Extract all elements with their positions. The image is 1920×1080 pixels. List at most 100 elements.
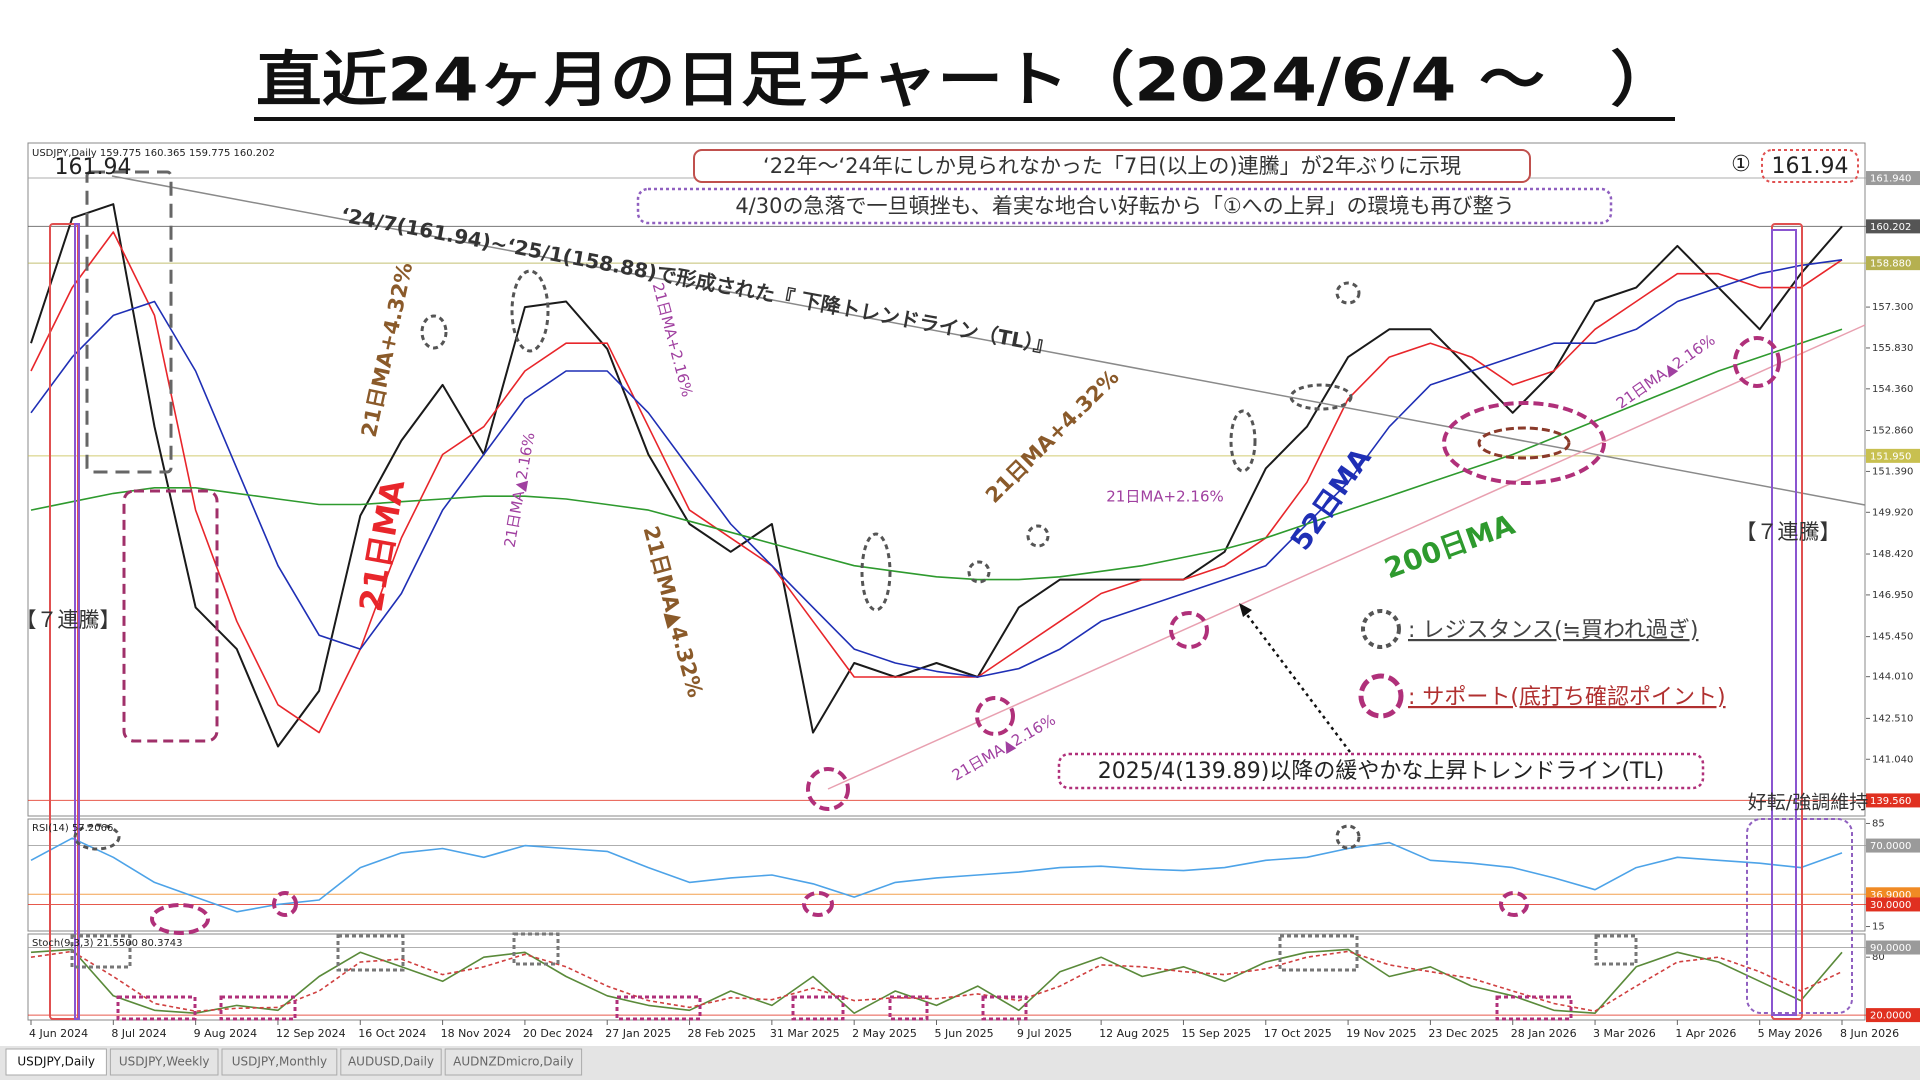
x-tick-label: 19 Nov 2025 <box>1346 1027 1416 1040</box>
band-label: 21日MA+2.16% <box>649 281 697 399</box>
series-line <box>30 259 1843 678</box>
keep-box <box>1746 818 1853 1014</box>
legend-resistance: : レジスタンス(≒買われ過ぎ) <box>1408 618 1699 643</box>
support-mark <box>1442 401 1606 485</box>
streak-label: 【７連騰】 <box>16 608 121 632</box>
x-tick-label: 16 Oct 2024 <box>358 1027 426 1040</box>
stoch-overbought <box>336 934 405 972</box>
tab-label[interactable]: AUDUSD,Daily <box>348 1055 434 1069</box>
stoch-header: Stoch(9,3,3) 21.5500 80.3743 <box>32 938 183 949</box>
level-label: 90.0000 <box>1870 943 1911 954</box>
level-label: 151.950 <box>1870 451 1911 462</box>
x-tick-label: 5 May 2026 <box>1758 1027 1823 1040</box>
ma21-label: 21日MA <box>352 477 413 615</box>
level-label: 36.9000 <box>1870 890 1911 901</box>
tab-label[interactable]: USDJPY,Daily <box>17 1055 95 1069</box>
arrow-head <box>1239 603 1252 617</box>
stoch-panel <box>27 933 1866 1021</box>
level-box <box>1866 256 1920 271</box>
x-tick-label: 28 Feb 2025 <box>688 1027 756 1040</box>
legend-resistance-icon <box>1361 609 1401 649</box>
x-tick-label: 18 Nov 2024 <box>441 1027 511 1040</box>
y-tick-label: 141.040 <box>1872 754 1913 765</box>
keep-label: 好転/強調維持 <box>1748 792 1868 814</box>
tab[interactable] <box>109 1048 219 1076</box>
x-tick-label: 12 Aug 2025 <box>1099 1027 1169 1040</box>
x-tick-label: 15 Sep 2025 <box>1181 1027 1251 1040</box>
second-note: 4/30の急落で一旦頓挫も、着実な地合い好転から「①への上昇」の環境も再び整う <box>735 194 1514 218</box>
tab[interactable] <box>5 1048 107 1076</box>
tab[interactable] <box>221 1048 338 1076</box>
peak-box <box>85 170 173 474</box>
stoch-oversold <box>791 995 845 1021</box>
stoch-oversold <box>219 995 297 1021</box>
tab[interactable] <box>444 1048 583 1076</box>
x-tick-label: 27 Jan 2025 <box>605 1027 671 1040</box>
ma200-label: 200日MA <box>1380 508 1519 586</box>
support-mark <box>1733 336 1781 388</box>
stoch-oversold <box>615 995 702 1021</box>
band-label: 21日MA+4.32% <box>981 365 1124 508</box>
streak-box-right <box>1771 223 1803 1020</box>
x-tick-label: 8 Jun 2026 <box>1840 1027 1899 1040</box>
up-tl-label: 2025/4(139.89)以降の緩やかな上昇トレンドライン(TL) <box>1098 759 1664 784</box>
ma52-label: 52日MA <box>1284 442 1378 557</box>
resistance-mark <box>1229 409 1257 473</box>
stoch-oversold <box>888 995 929 1021</box>
pointer-arrow <box>1244 611 1351 753</box>
x-tick-label: 4 Jun 2024 <box>29 1027 88 1040</box>
resistance-mark <box>510 269 550 353</box>
x-tick-label: 3 Mar 2026 <box>1593 1027 1656 1040</box>
rsi-panel <box>27 818 1866 932</box>
circle-one: ① <box>1731 152 1751 177</box>
support-mark <box>150 903 210 935</box>
y-tick-label: 152.860 <box>1872 426 1913 437</box>
level-label: 30.0000 <box>1870 900 1911 911</box>
rsi-header: RSI(14) 57.2066 <box>32 823 113 834</box>
support-mark <box>1169 611 1209 649</box>
series-line <box>30 328 1843 581</box>
x-tick-label: 17 Oct 2025 <box>1264 1027 1332 1040</box>
y-tick-label: 144.010 <box>1872 672 1913 683</box>
top-note: ‘22年～‘24年にしか見られなかった「7日(以上の)連騰」が2年ぶりに示現 <box>763 154 1461 178</box>
price-panel <box>27 142 1866 817</box>
band-label: 21日MA+4.32% <box>357 260 417 439</box>
streak-line-left <box>74 223 80 1020</box>
tabs: USDJPY,Daily USDJPY,Weekly USDJPY,Monthly A… <box>5 1048 583 1076</box>
stoch-overbought <box>1278 934 1359 972</box>
tab-label[interactable]: AUDNZDmicro,Daily <box>453 1055 573 1069</box>
stoch-oversold <box>981 995 1028 1021</box>
resistance-mark <box>420 314 448 350</box>
series-line <box>30 231 1843 734</box>
band-label: 21日MA▲4.32% <box>639 523 708 700</box>
tab-label[interactable]: USDJPY,Weekly <box>119 1055 210 1069</box>
down-trendline <box>111 175 1866 506</box>
level-label: 160.202 <box>1870 222 1911 233</box>
streak-line-right <box>1771 229 1797 1016</box>
x-tick-label: 8 Jul 2024 <box>111 1027 166 1040</box>
stoch-overbought <box>1594 934 1638 966</box>
series-line <box>30 203 1843 748</box>
tab-label[interactable]: USDJPY,Monthly <box>232 1055 327 1069</box>
resistance-mark <box>967 560 991 584</box>
stoch-oversold <box>1495 995 1573 1021</box>
support-core <box>1477 426 1571 460</box>
y-tick-label: 85 <box>1872 818 1885 829</box>
peak-box-right <box>1761 149 1859 183</box>
resistance-mark <box>860 532 892 612</box>
x-tick-label: 2 May 2025 <box>852 1027 917 1040</box>
y-tick-label: 145.450 <box>1872 632 1913 643</box>
x-tick-label: 28 Jan 2026 <box>1511 1027 1577 1040</box>
plot-layer: 157.300 155.830 154.360 152.860 151.390 149.9… <box>28 171 1920 1040</box>
x-tick-label: 1 Apr 2026 <box>1675 1027 1736 1040</box>
level-label: 70.0000 <box>1870 841 1911 852</box>
resistance-mark <box>1335 824 1361 850</box>
level-label: 139.560 <box>1870 796 1911 807</box>
level-label: 20.0000 <box>1870 1011 1911 1022</box>
y-tick-label: 157.300 <box>1872 302 1913 313</box>
tab[interactable] <box>340 1048 442 1076</box>
series-line <box>30 948 1843 1014</box>
peak-right: 161.94 <box>1772 154 1849 179</box>
level-box <box>1866 897 1920 912</box>
